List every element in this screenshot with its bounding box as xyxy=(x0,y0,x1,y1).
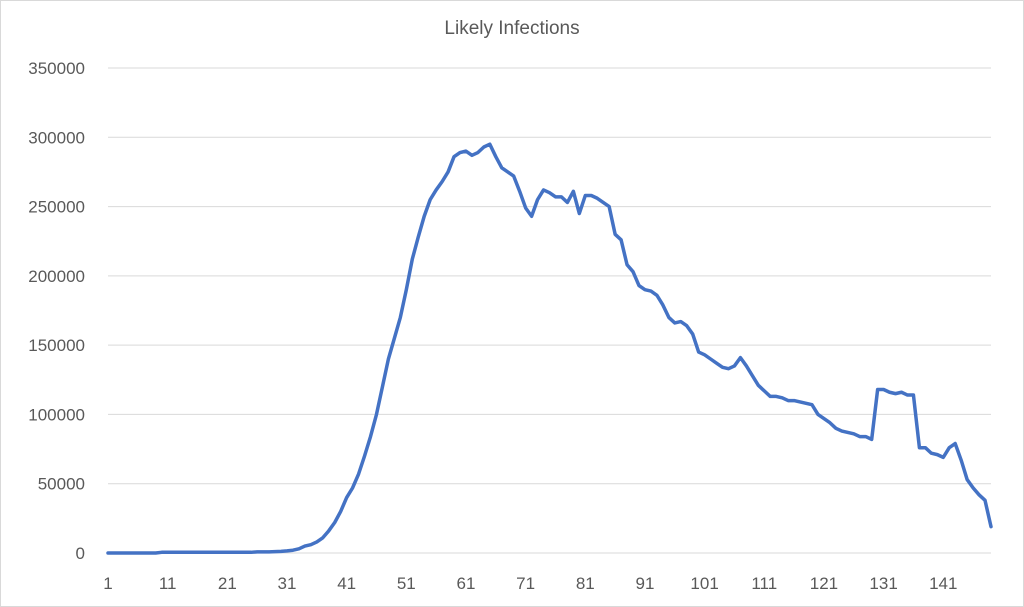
y-axis-tick-labels: 0 50000 100000 150000 200000 250000 300000 3500… xyxy=(28,59,85,563)
y-tick-label: 250000 xyxy=(28,198,85,217)
gridlines xyxy=(108,67,991,485)
x-tick-label: 71 xyxy=(516,574,535,593)
y-tick-label: 300000 xyxy=(28,128,85,147)
x-tick-label: 121 xyxy=(810,574,838,593)
series-line xyxy=(106,142,993,555)
x-tick-label: 31 xyxy=(278,574,297,593)
x-tick-label: 51 xyxy=(397,574,416,593)
y-tick-label: 50000 xyxy=(38,475,85,494)
x-tick-label: 1 xyxy=(103,574,112,593)
y-tick-label: 150000 xyxy=(28,336,85,355)
x-tick-label: 61 xyxy=(457,574,476,593)
x-tick-label: 141 xyxy=(929,574,957,593)
x-tick-label: 111 xyxy=(751,574,777,593)
x-tick-label: 41 xyxy=(337,574,356,593)
y-tick-label: 100000 xyxy=(28,405,85,424)
x-tick-label: 81 xyxy=(576,574,595,593)
y-tick-label: 200000 xyxy=(28,267,85,286)
x-tick-label: 21 xyxy=(218,574,237,593)
x-tick-label: 91 xyxy=(635,574,654,593)
chart-title: Likely Infections xyxy=(444,18,580,39)
x-tick-label: 11 xyxy=(159,574,177,593)
x-tick-label: 131 xyxy=(869,574,897,593)
x-tick-label: 101 xyxy=(690,574,718,593)
x-axis-tick-labels: 1 11 21 31 41 51 61 71 81 91 101 111 121 131 141 xyxy=(103,574,957,593)
y-tick-label: 350000 xyxy=(28,59,85,78)
y-tick-label: 0 xyxy=(76,544,85,563)
